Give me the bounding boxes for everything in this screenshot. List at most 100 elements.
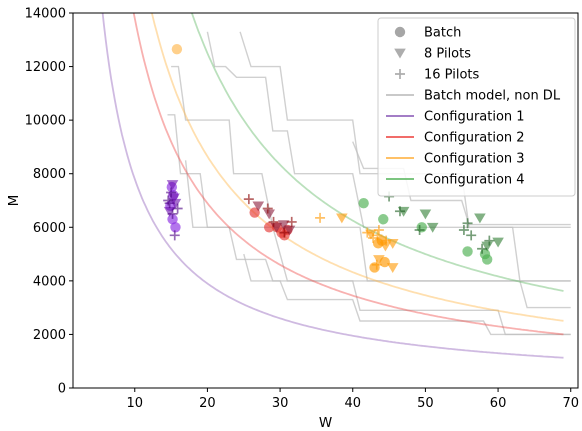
batch-model-step-line <box>167 114 571 309</box>
configuration-curve <box>132 13 564 336</box>
pilot8-point <box>379 241 392 252</box>
pilot16-point <box>395 69 405 79</box>
batch-point <box>170 222 181 233</box>
pilot8-point <box>252 201 265 212</box>
pilot16-point <box>394 206 405 217</box>
legend-item: Batch model, non DL <box>386 89 561 104</box>
pilot16-point <box>477 243 488 254</box>
curves-layer <box>101 13 571 359</box>
legend-box <box>377 17 576 197</box>
pilot16-point <box>373 224 384 235</box>
pilot16-point <box>167 208 178 219</box>
pilot8-point <box>263 209 275 220</box>
pilot16-point <box>458 224 469 235</box>
legend-item: 16 Pilots <box>395 68 480 83</box>
y-tick-label: 6000 <box>33 221 66 236</box>
pilot8-point <box>474 213 486 224</box>
legend-item: Configuration 2 <box>386 131 525 146</box>
x-tick-label: 40 <box>344 396 361 411</box>
pilot16-point <box>279 227 290 238</box>
y-tick-label: 0 <box>58 382 66 397</box>
batch-point <box>378 214 389 225</box>
batch-point <box>249 207 260 218</box>
x-tick-label: 20 <box>199 396 216 411</box>
batch-point <box>462 246 473 257</box>
batch-point <box>416 222 427 233</box>
pilot8-point <box>419 209 432 220</box>
x-tick-label: 30 <box>272 396 289 411</box>
legend-item: Batch <box>394 26 461 41</box>
pilot16-point <box>164 198 175 209</box>
legend-label: 16 Pilots <box>424 68 480 83</box>
legend-label: Configuration 2 <box>424 131 525 146</box>
pilot16-point <box>484 235 495 246</box>
pilot8-point <box>426 222 439 233</box>
configuration-curve <box>101 13 564 359</box>
batch-point <box>394 26 406 38</box>
pilot8-point <box>373 255 385 265</box>
x-tick-label: 70 <box>562 396 579 411</box>
legend-item: Configuration 4 <box>386 173 525 188</box>
y-tick-label: 14000 <box>25 7 66 22</box>
legend-label: Configuration 4 <box>424 173 525 188</box>
x-axis-label: W <box>319 415 332 431</box>
pilot16-point <box>372 230 383 241</box>
plot-frame <box>72 12 579 389</box>
pilot16-point <box>462 218 473 229</box>
pilot16-point <box>172 203 183 214</box>
legend-label: Configuration 3 <box>424 152 525 167</box>
pilot16-point <box>414 224 425 235</box>
batch-model-step-line <box>239 31 571 228</box>
legend-item: Configuration 3 <box>386 152 525 167</box>
pilot8-point <box>283 225 296 236</box>
y-tick-label: 8000 <box>33 167 66 182</box>
pilot8-point <box>336 213 348 224</box>
batch-point <box>171 43 183 55</box>
pilot16-point <box>169 230 180 241</box>
x-axis-ticks: 10 20 30 40 50 60 70 <box>126 388 579 411</box>
pilot16-point <box>268 216 279 227</box>
batch-model-step-line <box>352 141 571 226</box>
legend-label: Batch model, non DL <box>424 89 561 104</box>
pilot16-point <box>362 227 373 238</box>
configuration-curve <box>190 13 564 292</box>
pilot16-point <box>381 235 392 246</box>
pilot8-point <box>394 48 406 59</box>
y-axis-label: M <box>6 195 22 207</box>
y-tick-label: 10000 <box>25 114 66 129</box>
batch-point <box>369 262 380 273</box>
pilot8-point <box>492 237 504 248</box>
batch-model-step-line <box>243 253 571 336</box>
legend-label: Configuration 1 <box>424 110 525 125</box>
y-axis-ticks: 0 2000 4000 6000 8000 10000 12000 14000 <box>25 7 73 397</box>
legend-item: Configuration 1 <box>386 110 525 125</box>
batch-point <box>167 214 178 225</box>
pilot16-point <box>315 212 326 223</box>
legend-label: 8 Pilots <box>424 47 471 62</box>
pilot8-point <box>386 263 399 273</box>
pilot8-point <box>277 220 290 231</box>
points-layer <box>163 43 504 273</box>
pilot16-point <box>262 203 273 214</box>
configuration-curve <box>150 13 564 322</box>
y-tick-label: 4000 <box>33 274 66 289</box>
pilot16-point <box>466 230 477 241</box>
x-tick-label: 50 <box>417 396 434 411</box>
x-tick-label: 10 <box>126 396 143 411</box>
batch-point <box>358 197 369 209</box>
batch-model-step-line <box>171 65 571 282</box>
legend-item: 8 Pilots <box>394 47 471 62</box>
pilot16-point <box>286 216 297 227</box>
y-tick-label: 2000 <box>33 328 66 343</box>
legend: Batch 8 Pilots 16 Pilots Batch model, non D… <box>377 17 576 197</box>
y-tick-label: 12000 <box>25 60 66 75</box>
pilot8-point <box>166 180 179 190</box>
x-tick-label: 60 <box>490 396 507 411</box>
batch-point <box>379 256 390 268</box>
pilot16-point <box>166 187 177 198</box>
pilot16-point <box>243 194 254 205</box>
pilot16-point <box>371 259 382 270</box>
legend-label: Batch <box>424 26 461 41</box>
